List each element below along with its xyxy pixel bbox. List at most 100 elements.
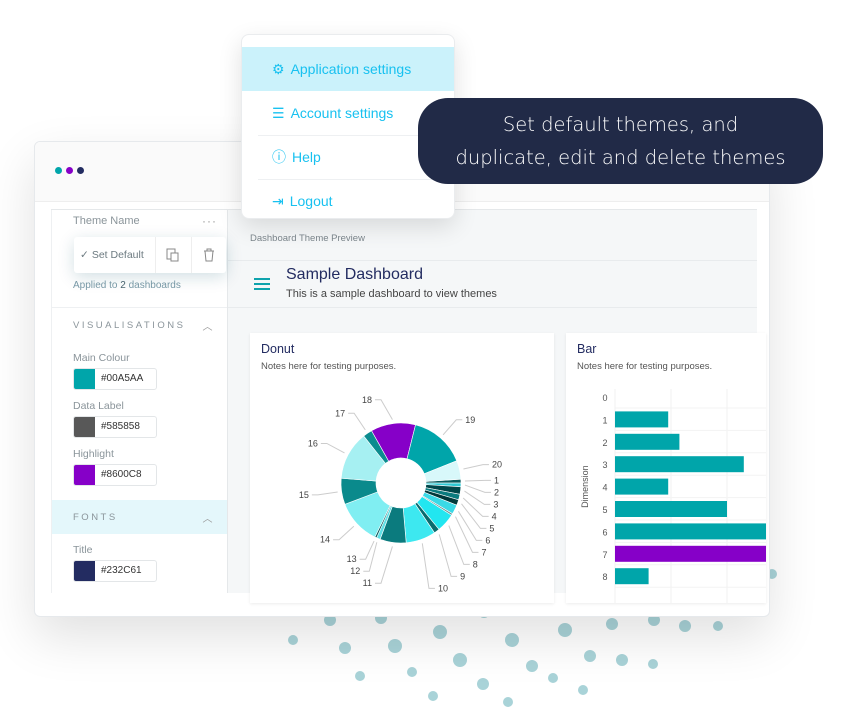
duplicate-button[interactable] bbox=[156, 237, 192, 273]
window-dot-icon[interactable] bbox=[77, 167, 84, 174]
more-icon[interactable]: ··· bbox=[202, 214, 217, 228]
hamburger-icon[interactable] bbox=[254, 278, 270, 293]
color-value[interactable]: #00A5AA bbox=[101, 373, 144, 384]
decorative-dot bbox=[578, 685, 588, 695]
theme-name: Theme Name bbox=[73, 215, 140, 227]
leader-line bbox=[463, 464, 489, 470]
card-note: Notes here for testing purposes. bbox=[261, 361, 397, 372]
section-visualisations[interactable]: VISUALISATIONS ︿ bbox=[73, 319, 215, 333]
applied-count: Applied to 2 dashboards bbox=[73, 280, 181, 291]
y-axis-label: Dimension bbox=[580, 465, 590, 508]
trash-icon bbox=[203, 248, 214, 262]
bar[interactable] bbox=[615, 568, 649, 585]
check-icon: ✓ bbox=[80, 249, 89, 261]
color-value[interactable]: #232C61 bbox=[101, 565, 142, 576]
dashboard-header: Sample Dashboard This is a sample dashbo… bbox=[228, 260, 757, 308]
color-value[interactable]: #585858 bbox=[101, 421, 140, 432]
bar[interactable] bbox=[615, 523, 766, 540]
window-dot-icon[interactable] bbox=[55, 167, 62, 174]
slice-label: 20 bbox=[492, 460, 502, 470]
menu-item-help[interactable]: ⓘ Help bbox=[242, 135, 454, 179]
slice-label: 4 bbox=[492, 511, 497, 521]
set-default-button[interactable]: ✓ Set Default bbox=[74, 237, 156, 273]
tooltip-callout: Set default themes, and duplicate, edit … bbox=[418, 98, 823, 184]
tooltip-line: Set default themes, and bbox=[502, 113, 739, 136]
decorative-dot bbox=[453, 653, 467, 667]
slice-label: 18 bbox=[362, 395, 372, 405]
chevron-up-icon[interactable]: ︿ bbox=[202, 513, 215, 525]
color-swatch[interactable] bbox=[74, 417, 95, 437]
decorative-dot bbox=[288, 635, 298, 645]
decorative-dot bbox=[616, 654, 628, 666]
category-label: 5 bbox=[602, 505, 607, 515]
decorative-dot bbox=[477, 678, 489, 690]
menu-item-account-settings[interactable]: ☰ Account settings bbox=[272, 104, 394, 122]
color-field: Title #232C61 bbox=[52, 544, 227, 582]
leader-line bbox=[464, 484, 491, 493]
decorative-dot bbox=[584, 650, 596, 662]
bar[interactable] bbox=[615, 456, 744, 473]
category-label: 7 bbox=[602, 550, 607, 560]
tooltip-line: duplicate, edit and delete themes bbox=[455, 146, 786, 169]
leader-line bbox=[348, 412, 366, 431]
slice-label: 1 bbox=[494, 475, 499, 485]
card-title: Bar bbox=[577, 342, 597, 356]
leader-line bbox=[455, 516, 479, 553]
color-input[interactable]: #585858 bbox=[73, 416, 157, 438]
color-swatch[interactable] bbox=[74, 369, 95, 389]
color-input[interactable]: #00A5AA bbox=[73, 368, 157, 390]
category-label: 0 bbox=[602, 393, 607, 403]
bar[interactable] bbox=[615, 433, 680, 450]
bar[interactable] bbox=[615, 545, 766, 562]
preview-panel: Dashboard Theme Preview Sample Dashboard… bbox=[228, 210, 766, 603]
slice-label: 8 bbox=[473, 559, 478, 569]
content-area: Theme Name ··· Applied to 2 dashboards V… bbox=[51, 209, 766, 603]
leader-line bbox=[311, 491, 338, 496]
section-fonts[interactable]: FONTS ︿ bbox=[52, 500, 227, 534]
slice-label: 6 bbox=[485, 535, 490, 545]
slice-label: 13 bbox=[347, 554, 357, 564]
decorative-dot bbox=[648, 614, 660, 626]
preview-label: Dashboard Theme Preview bbox=[250, 233, 365, 244]
decorative-dot bbox=[558, 623, 572, 637]
category-label: 4 bbox=[602, 483, 607, 493]
bar[interactable] bbox=[615, 478, 669, 495]
card-title: Donut bbox=[261, 342, 295, 356]
leader-line bbox=[421, 543, 435, 589]
menu-item-logout[interactable]: ⇥ Logout bbox=[242, 179, 454, 218]
donut-slice[interactable] bbox=[423, 460, 462, 482]
slice-label: 15 bbox=[299, 490, 309, 500]
slice-label: 7 bbox=[481, 547, 486, 557]
category-label: 1 bbox=[602, 415, 607, 425]
color-swatch[interactable] bbox=[74, 465, 95, 485]
leader-line bbox=[333, 525, 355, 541]
color-input[interactable]: #8600C8 bbox=[73, 464, 157, 486]
chevron-up-icon[interactable]: ︿ bbox=[202, 321, 215, 333]
decorative-dot bbox=[388, 639, 402, 653]
bar[interactable] bbox=[615, 501, 727, 517]
bar[interactable] bbox=[615, 411, 669, 428]
decorative-dot bbox=[339, 642, 351, 654]
theme-card[interactable]: Theme Name ··· Applied to 2 dashboards bbox=[52, 210, 227, 308]
delete-button[interactable] bbox=[192, 237, 227, 273]
slice-label: 9 bbox=[460, 571, 465, 581]
color-input[interactable]: #232C61 bbox=[73, 560, 157, 582]
decorative-dot bbox=[679, 620, 691, 632]
decorative-dot bbox=[526, 660, 538, 672]
leader-line bbox=[438, 534, 458, 577]
category-label: 8 bbox=[602, 572, 607, 582]
logout-icon: ⇥ bbox=[272, 192, 284, 209]
decorative-dot bbox=[648, 659, 658, 669]
color-swatch[interactable] bbox=[74, 561, 95, 581]
slice-label: 17 bbox=[335, 408, 345, 418]
field-label: Title bbox=[73, 544, 93, 556]
color-field: Data Label #585858 bbox=[52, 400, 227, 438]
leader-line bbox=[320, 442, 345, 454]
window-dot-icon[interactable] bbox=[66, 167, 73, 174]
menu-item-application-settings[interactable]: ⚙ Application settings bbox=[242, 47, 454, 91]
color-value[interactable]: #8600C8 bbox=[101, 469, 142, 480]
bar-chart: 0 1 2 3 4 5 6 7 8 Dimension bbox=[580, 389, 766, 603]
leader-line bbox=[462, 497, 489, 517]
color-field: Highlight #8600C8 bbox=[52, 448, 227, 486]
